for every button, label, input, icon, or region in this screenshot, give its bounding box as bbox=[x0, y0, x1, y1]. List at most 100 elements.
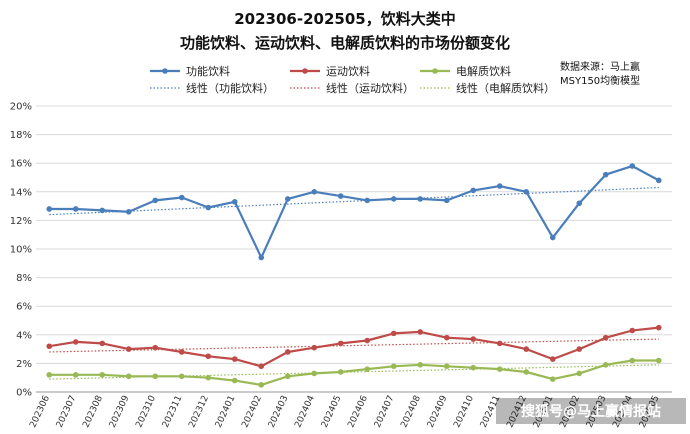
y-tick-label: 2% bbox=[16, 359, 32, 370]
legend-label: 线性（电解质饮料） bbox=[456, 81, 555, 95]
x-tick-label: 202310 bbox=[134, 394, 158, 430]
data-point bbox=[655, 324, 662, 331]
data-point bbox=[258, 382, 265, 388]
data-point bbox=[629, 163, 636, 169]
x-tick-label: 202402 bbox=[240, 394, 264, 429]
data-point bbox=[496, 366, 503, 372]
x-tick-label: 202308 bbox=[81, 394, 105, 430]
legend-label: 功能饮料 bbox=[186, 64, 230, 78]
legend-label: 运动饮料 bbox=[326, 64, 370, 78]
data-point bbox=[655, 177, 662, 184]
y-tick-label: 6% bbox=[16, 302, 32, 313]
data-point bbox=[549, 356, 556, 362]
series-layer bbox=[46, 163, 662, 388]
data-point bbox=[205, 204, 212, 211]
data-point bbox=[231, 199, 238, 205]
data-point bbox=[337, 369, 344, 375]
data-point bbox=[364, 366, 371, 372]
watermark-text: 搜狐号@马上赢情报站 bbox=[521, 403, 661, 420]
axis-layer: 0% 2% 4% 6% 8% 10% 12% 14% 16% 18% 20% 202306 202307… bbox=[10, 102, 662, 430]
x-tick-label: 202312 bbox=[187, 394, 211, 429]
data-point bbox=[205, 353, 212, 360]
data-point bbox=[576, 346, 583, 352]
x-tick-label: 202309 bbox=[108, 394, 132, 430]
data-point bbox=[576, 200, 583, 207]
data-point bbox=[99, 340, 106, 347]
data-point bbox=[72, 372, 79, 378]
x-tick-label: 202311 bbox=[161, 394, 185, 429]
y-tick-label: 16% bbox=[10, 159, 32, 170]
data-point bbox=[284, 349, 291, 355]
data-point bbox=[284, 196, 291, 202]
data-point bbox=[629, 357, 636, 364]
data-point bbox=[496, 340, 503, 347]
y-tick-label: 10% bbox=[10, 245, 32, 256]
y-tick-label: 20% bbox=[10, 102, 32, 113]
y-tick-label: 0% bbox=[16, 388, 32, 399]
data-point bbox=[470, 336, 477, 342]
trendline bbox=[49, 338, 659, 353]
x-tick-label: 202406 bbox=[346, 394, 370, 430]
data-point bbox=[72, 206, 79, 212]
data-point bbox=[417, 362, 424, 368]
data-point bbox=[46, 206, 53, 212]
data-point bbox=[99, 372, 106, 378]
data-point bbox=[337, 193, 344, 199]
y-tick-label: 12% bbox=[10, 216, 32, 227]
data-point bbox=[125, 209, 132, 215]
legend-label: 线性（功能饮料） bbox=[186, 81, 274, 95]
y-tick-label: 18% bbox=[10, 130, 32, 141]
legend-marker bbox=[432, 68, 438, 74]
x-tick-label: 202405 bbox=[320, 394, 344, 429]
legend-marker bbox=[162, 68, 168, 74]
data-point bbox=[152, 373, 159, 380]
data-point bbox=[602, 362, 609, 368]
grid-layer bbox=[36, 105, 672, 393]
data-point bbox=[629, 327, 636, 334]
data-point bbox=[417, 329, 424, 335]
data-point bbox=[152, 197, 159, 204]
data-point bbox=[576, 370, 583, 377]
data-point bbox=[470, 187, 477, 194]
data-point bbox=[72, 339, 79, 345]
data-point bbox=[178, 373, 185, 380]
legend-marker bbox=[302, 68, 308, 74]
data-point bbox=[125, 373, 132, 380]
data-point bbox=[390, 363, 397, 370]
x-tick-label: 202401 bbox=[214, 394, 238, 429]
data-point bbox=[602, 334, 609, 341]
source-line2: MSY150均衡模型 bbox=[560, 74, 640, 87]
data-point bbox=[549, 234, 556, 241]
x-tick-label: 202407 bbox=[373, 394, 397, 429]
data-point bbox=[417, 196, 424, 202]
data-point bbox=[523, 346, 530, 352]
trendline-layer bbox=[49, 186, 659, 380]
data-point bbox=[364, 337, 371, 344]
data-point bbox=[523, 189, 530, 195]
trendline bbox=[49, 186, 659, 216]
data-point bbox=[311, 344, 318, 351]
x-tick-label: 202306 bbox=[28, 394, 52, 430]
data-point bbox=[549, 376, 556, 382]
watermark-background bbox=[496, 398, 686, 424]
data-point bbox=[46, 343, 53, 350]
data-point bbox=[523, 369, 530, 375]
chart-title-line2: 功能饮料、运动饮料、电解质饮料的市场份额变化 bbox=[180, 34, 510, 52]
series-line bbox=[49, 165, 660, 259]
y-tick-label: 4% bbox=[16, 330, 32, 341]
legend-label: 电解质饮料 bbox=[456, 64, 511, 78]
y-tick-label: 14% bbox=[10, 187, 32, 198]
data-point bbox=[231, 356, 238, 362]
data-point bbox=[496, 183, 503, 189]
data-point bbox=[311, 189, 318, 195]
x-tick-label: 202408 bbox=[399, 394, 423, 430]
data-point bbox=[443, 334, 450, 341]
legend-label: 线性（运动饮料） bbox=[326, 81, 414, 95]
data-point bbox=[337, 340, 344, 347]
data-point bbox=[258, 254, 265, 261]
data-point bbox=[470, 364, 477, 371]
data-point bbox=[178, 349, 185, 355]
